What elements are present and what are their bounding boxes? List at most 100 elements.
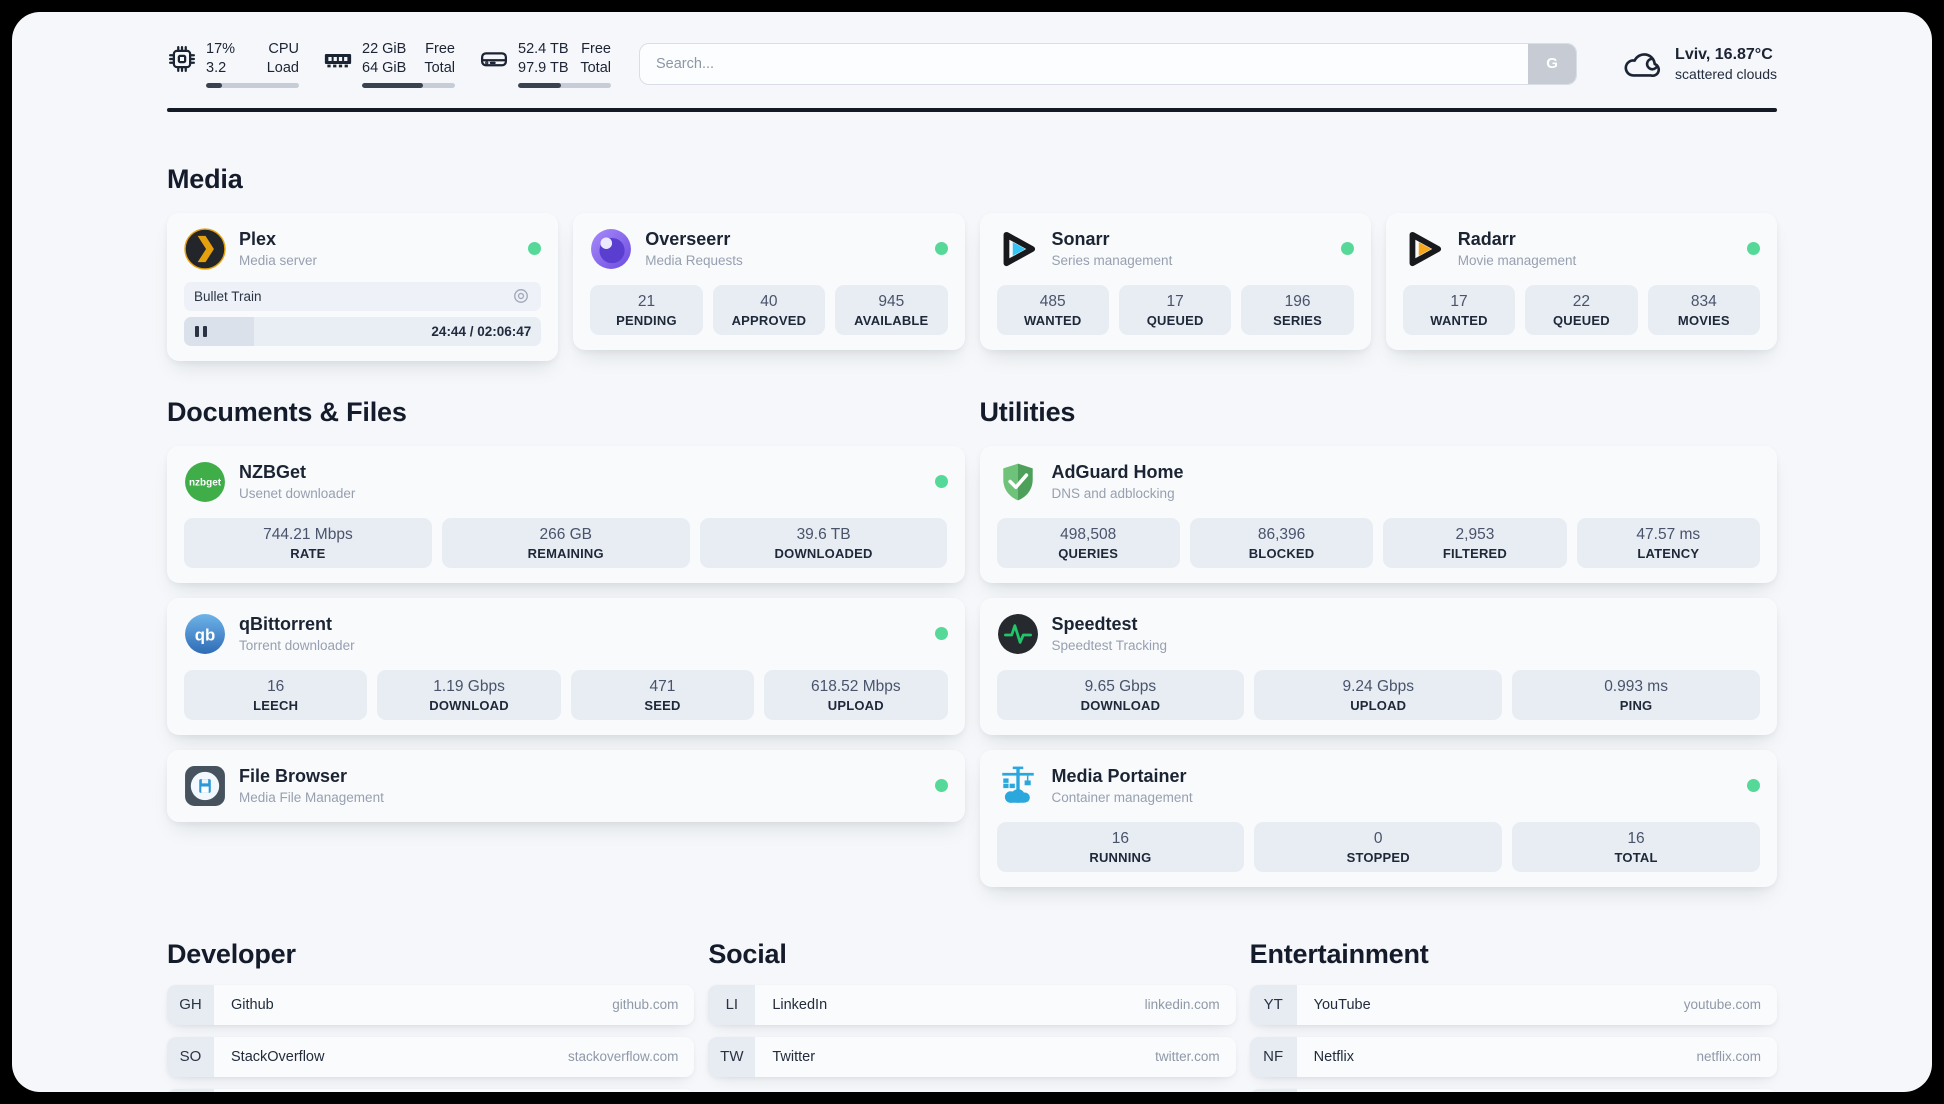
utilities-section-title: Utilities xyxy=(979,396,1076,427)
app-name: File Browser xyxy=(239,766,348,787)
bookmark-linkedin[interactable]: LI LinkedIn linkedin.com xyxy=(708,984,1236,1025)
bookmark-domain: github.com xyxy=(612,997,679,1013)
documents-section: Documents & Files nzbget NZBGet Usenet d… xyxy=(167,397,965,822)
nzbget-card[interactable]: nzbget NZBGet Usenet downloader 744.21 M… xyxy=(167,445,965,583)
weather-location-temp: Lviv, 16.87°C xyxy=(1675,45,1773,63)
dashboard-page: 17% 3.2 CPU Load xyxy=(12,12,1932,1092)
stat-pending: 21 PENDING xyxy=(590,284,703,335)
stat-queries: 498,508 QUERIES xyxy=(996,517,1180,568)
stat-latency: 47.57 ms LATENCY xyxy=(1576,517,1760,568)
stat-wanted: 17 WANTED xyxy=(1402,284,1516,335)
stat-running: 16 RUNNING xyxy=(996,821,1245,872)
app-description: Series management xyxy=(1051,253,1173,269)
stat-ping: 0.993 ms PING xyxy=(1512,669,1760,720)
weather-condition: scattered clouds xyxy=(1675,65,1777,82)
speedtest-card[interactable]: Speedtest Speedtest Tracking 9.65 Gbps D… xyxy=(979,597,1777,735)
app-name: Radarr xyxy=(1457,229,1516,250)
app-description: DNS and adblocking xyxy=(1051,486,1175,502)
cpu-progress-fill xyxy=(206,82,222,88)
weather-widget: Lviv, 16.87°C scattered clouds xyxy=(1621,46,1777,82)
memory-free-label: Free xyxy=(425,41,455,57)
stat-wanted: 485 WANTED xyxy=(996,284,1109,335)
cpu-icon xyxy=(169,45,195,72)
stat-filtered: 2,953 FILTERED xyxy=(1383,517,1567,568)
bookmark-netflix[interactable]: NF Netflix netflix.com xyxy=(1249,1036,1777,1077)
bookmark-github[interactable]: GH Github github.com xyxy=(167,984,695,1025)
utilities-section: Utilities AdGuard Home DNS and adblockin… xyxy=(979,396,1777,887)
stat-available: 945 AVAILABLE xyxy=(835,284,948,335)
stat-download: 9.65 Gbps DOWNLOAD xyxy=(996,669,1245,720)
storage-total-label: Total xyxy=(580,59,611,76)
status-online-dot xyxy=(528,242,542,256)
radarr-card[interactable]: Radarr Movie management 17 WANTED 22 QUE… xyxy=(1385,212,1777,350)
bookmark-abbr: LI xyxy=(708,984,756,1025)
storage-free-label: Free xyxy=(581,41,611,57)
bookmark-stackoverflow[interactable]: SO StackOverflow stackoverflow.com xyxy=(167,1036,695,1077)
now-playing-time: 24:44 / 02:06:47 xyxy=(431,323,532,339)
stat-blocked: 86,396 BLOCKED xyxy=(1189,517,1374,568)
app-description: Media File Management xyxy=(239,790,384,806)
search-bar: G xyxy=(639,42,1578,85)
portainer-icon xyxy=(1001,766,1034,803)
developer-bookmarks: Developer GH Github github.com SO StackO… xyxy=(167,939,695,1092)
stat-download: 1.19 Gbps DOWNLOAD xyxy=(377,669,561,720)
filebrowser-card[interactable]: File Browser Media File Management xyxy=(167,749,965,822)
stat-total: 16 TOTAL xyxy=(1512,821,1760,872)
portainer-card[interactable]: Media Portainer Container management 16 … xyxy=(979,749,1777,887)
search-engine-button[interactable]: G xyxy=(1528,43,1577,84)
adguard-icon xyxy=(1002,463,1033,501)
bookmark-name: Netflix xyxy=(1313,1048,1354,1065)
speedtest-icon xyxy=(997,613,1038,654)
storage-progress-bar xyxy=(518,82,611,88)
stat-seed: 471 SEED xyxy=(570,669,755,720)
qbittorrent-card[interactable]: qb qBittorrent Torrent downloader 16 LEE… xyxy=(167,597,965,735)
overseerr-icon xyxy=(591,228,632,269)
sonarr-card[interactable]: Sonarr Series management 485 WANTED 17 Q… xyxy=(979,212,1371,350)
bookmark-abbr: TW xyxy=(708,1036,756,1077)
storage-icon xyxy=(481,52,507,67)
stat-queued: 17 QUEUED xyxy=(1118,284,1232,335)
adguard-card[interactable]: AdGuard Home DNS and adblocking 498,508 … xyxy=(979,445,1777,583)
app-description: Torrent downloader xyxy=(239,638,355,654)
top-bar: 17% 3.2 CPU Load xyxy=(167,12,1777,88)
svg-text:qb: qb xyxy=(195,625,216,644)
sonarr-icon xyxy=(1003,231,1035,266)
bookmark-reddit[interactable]: RE Reddit reddit.com xyxy=(1249,1088,1777,1092)
bookmark-abbr: RE xyxy=(1249,1088,1297,1092)
plex-icon xyxy=(184,228,226,270)
storage-progress-fill xyxy=(518,82,561,88)
stat-leech: 16 LEECH xyxy=(184,669,368,720)
documents-section-title: Documents & Files xyxy=(167,396,407,427)
filebrowser-icon xyxy=(185,765,225,806)
bookmark-dev[interactable]: DT DEV dev.to xyxy=(167,1088,695,1092)
bookmark-abbr: YT xyxy=(1249,984,1297,1025)
app-description: Movie management xyxy=(1457,253,1577,269)
bookmark-abbr: DT xyxy=(167,1088,214,1092)
overseerr-card[interactable]: Overseerr Media Requests 21 PENDING 40 A… xyxy=(573,212,965,350)
bookmark-twitter[interactable]: TW Twitter twitter.com xyxy=(708,1036,1236,1077)
session-target-icon[interactable] xyxy=(511,286,531,306)
bookmark-abbr: SO xyxy=(167,1036,214,1077)
storage-stat: 52.4 TB 97.9 TB Free Total xyxy=(479,40,611,88)
plex-card[interactable]: Plex Media server Bullet Train xyxy=(167,212,559,361)
bookmark-name: Github xyxy=(231,996,274,1013)
stat-remaining: 266 GB REMAINING xyxy=(441,517,690,568)
app-name: Speedtest xyxy=(1051,614,1138,635)
status-online-dot xyxy=(1340,242,1354,256)
app-name: NZBGet xyxy=(239,462,306,483)
bookmark-name: StackOverflow xyxy=(231,1048,325,1065)
now-playing-progress-bar[interactable]: 24:44 / 02:06:47 xyxy=(184,316,542,346)
bookmark-youtube[interactable]: YT YouTube youtube.com xyxy=(1249,984,1777,1025)
status-online-dot xyxy=(1747,779,1760,793)
cpu-load-value: 3.2 xyxy=(206,59,227,76)
search-input[interactable] xyxy=(639,42,1578,85)
app-name: qBittorrent xyxy=(239,614,332,635)
now-playing-title-bar: Bullet Train xyxy=(184,281,542,311)
bookmark-domain: netflix.com xyxy=(1696,1049,1761,1065)
qbittorrent-icon: qb xyxy=(185,613,225,654)
social-bookmarks: Social LI LinkedIn linkedin.com TW Twitt… xyxy=(708,939,1236,1077)
bookmark-name: Twitter xyxy=(772,1048,816,1065)
system-stats: 17% 3.2 CPU Load xyxy=(167,40,611,88)
stat-upload: 618.52 Mbps UPLOAD xyxy=(764,669,948,720)
storage-total-value: 97.9 TB xyxy=(518,59,569,76)
